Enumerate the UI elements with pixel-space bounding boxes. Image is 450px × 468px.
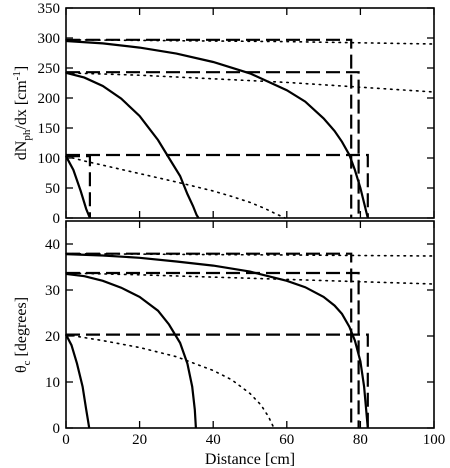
series-dotted-7 <box>65 272 435 285</box>
series-dotted-8 <box>65 72 435 93</box>
bottom-ylabel: θc [degrees] <box>13 297 33 373</box>
y-tick-label: 40 <box>45 237 60 253</box>
x-tick-label: 60 <box>279 432 294 448</box>
series-dotted-7 <box>65 155 286 219</box>
series-dashed-5 <box>66 252 353 428</box>
series-dotted-9 <box>65 38 435 45</box>
y-tick-label: 50 <box>45 181 60 197</box>
y-tick-label: 30 <box>45 283 60 299</box>
series-solid-1 <box>65 71 200 219</box>
series-dotted-8 <box>65 252 435 257</box>
x-tick-label: 100 <box>423 432 446 448</box>
plot-frame <box>65 7 435 219</box>
y-tick-label: 300 <box>38 31 61 47</box>
series-dashed-6 <box>66 38 353 218</box>
x-tick-label: 40 <box>206 432 221 448</box>
x-axis-label: Distance [cm] <box>205 451 295 468</box>
y-tick-label: 10 <box>45 375 60 391</box>
series-dashed-5 <box>66 71 360 218</box>
plot-frame <box>65 220 435 429</box>
y-tick-label: 0 <box>53 421 61 437</box>
y-tick-label: 350 <box>38 1 61 17</box>
series-solid-2 <box>65 39 369 219</box>
x-tick-label: 0 <box>62 432 70 448</box>
series-solid-0 <box>65 334 91 429</box>
y-tick-label: 150 <box>38 121 61 137</box>
x-tick-label: 20 <box>132 432 147 448</box>
y-tick-label: 100 <box>38 151 61 167</box>
y-tick-label: 250 <box>38 61 61 77</box>
x-tick-label: 80 <box>353 432 368 448</box>
series-solid-1 <box>65 272 197 429</box>
top-ylabel: dNph/dx [cm-1] <box>11 66 33 160</box>
y-tick-label: 20 <box>45 329 60 345</box>
series-dashed-4 <box>66 153 369 218</box>
series-dashed-3 <box>66 155 92 218</box>
series-dashed-3 <box>66 333 369 428</box>
panel-top: 0 50 100 150 200 250 300 350 <box>38 1 435 227</box>
y-tick-label: 200 <box>38 91 61 107</box>
panel-bottom: 0 10 20 30 40 0 20 40 60 80 100 <box>45 220 446 448</box>
series-solid-2 <box>65 253 369 429</box>
series-dotted-6 <box>65 333 275 429</box>
series-solid-0 <box>65 155 91 219</box>
series-dashed-4 <box>66 271 360 428</box>
y-tick-label: 0 <box>53 211 61 227</box>
